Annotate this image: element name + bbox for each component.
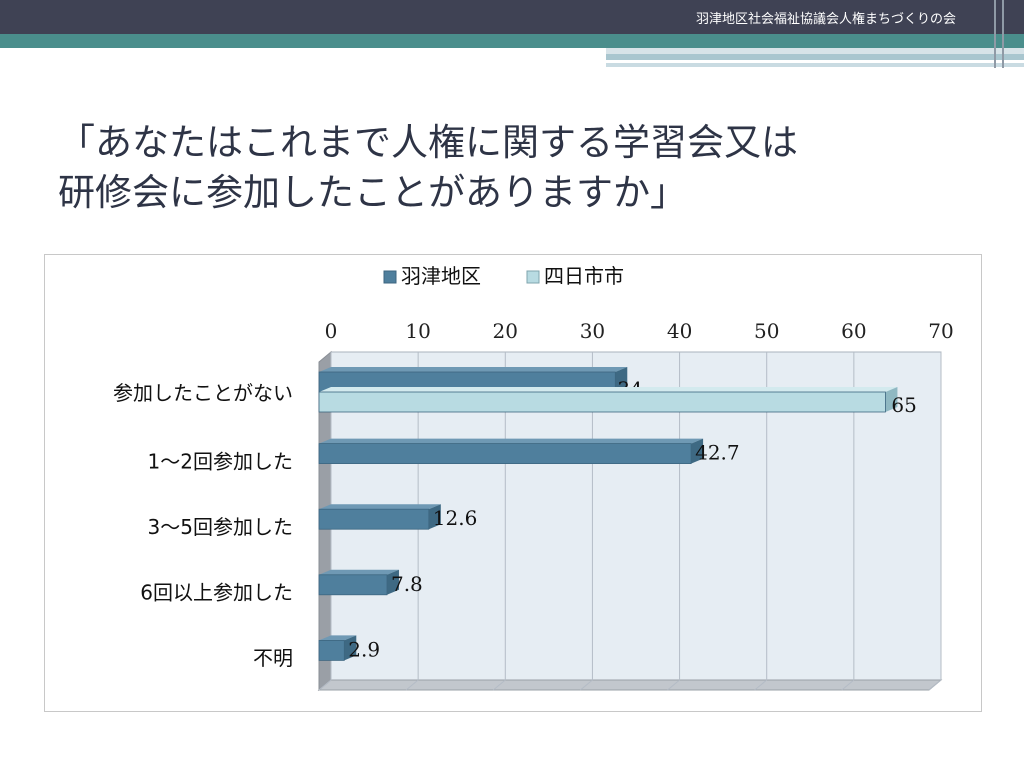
header-stripe: [606, 54, 1024, 60]
bar-top-face: [319, 635, 357, 641]
category-label: 不明: [253, 646, 293, 670]
bar-side-face: [885, 387, 898, 412]
gridline-floor: [318, 679, 332, 691]
data-label: 2.9: [348, 637, 380, 661]
x-tick-label: 40: [667, 319, 692, 343]
gridline-floor: [492, 679, 506, 691]
gridline-floor: [405, 679, 419, 691]
slide-title-line: 研修会に参加したことがありますか」: [58, 171, 687, 214]
legend-swatch: [526, 270, 540, 284]
bar-top-face: [319, 387, 898, 392]
x-tick-label: 0: [325, 319, 338, 343]
gridline-floor: [667, 679, 680, 691]
gridline-floor: [841, 679, 855, 691]
bar: [318, 640, 345, 661]
data-label: 42.7: [695, 441, 740, 465]
slide-title-line: 「あなたはこれまで人権に関する学習会又は: [58, 121, 798, 164]
x-tick-label: 50: [754, 319, 779, 343]
x-tick-label: 10: [405, 319, 430, 343]
legend-label: 四日市市: [544, 264, 624, 288]
bar: [318, 574, 388, 596]
x-tick-label: 20: [493, 319, 518, 343]
legend-swatch: [383, 270, 397, 284]
bar: [318, 508, 430, 530]
category-label: 参加したことがない: [113, 381, 293, 405]
organization-name: 羽津地区社会福祉協議会人権まちづくりの会: [695, 12, 956, 27]
legend-label: 羽津地区: [401, 264, 481, 288]
slide-title: 「あなたはこれまで人権に関する学習会又は 研修会に参加したことがありますか」: [58, 118, 988, 218]
gridline-floor: [754, 679, 768, 691]
x-tick-label: 30: [580, 319, 605, 343]
category-label: 1～2回参加した: [148, 449, 293, 473]
bar-side-face: [691, 438, 704, 464]
gridline-floor: [928, 679, 942, 691]
header-accent-band: [0, 34, 1024, 48]
bar-side-face: [386, 569, 399, 595]
data-label: 65: [891, 393, 916, 417]
bar-top-face: [319, 569, 399, 575]
x-tick-label: 70: [928, 319, 953, 343]
x-tick-label: 60: [841, 319, 866, 343]
bar: [318, 443, 692, 465]
bar: [318, 391, 886, 413]
header-stripe: [606, 63, 1024, 67]
gridline-floor: [580, 679, 593, 691]
data-label: 7.8: [391, 572, 423, 596]
data-label: 12.6: [433, 506, 478, 530]
category-label: 6回以上参加した: [140, 581, 293, 605]
bar-side-face: [344, 635, 357, 661]
header-divider: [994, 0, 996, 68]
bar-side-face: [428, 504, 441, 530]
header-band: [0, 0, 1024, 34]
category-label: 3～5回参加した: [148, 515, 293, 539]
header-divider: [1002, 0, 1004, 68]
header-stripe: [606, 48, 1024, 54]
bar-side-face: [615, 367, 628, 392]
bar-top-face: [319, 367, 628, 372]
bar-top-face: [319, 504, 441, 510]
bar-top-face: [319, 438, 704, 444]
